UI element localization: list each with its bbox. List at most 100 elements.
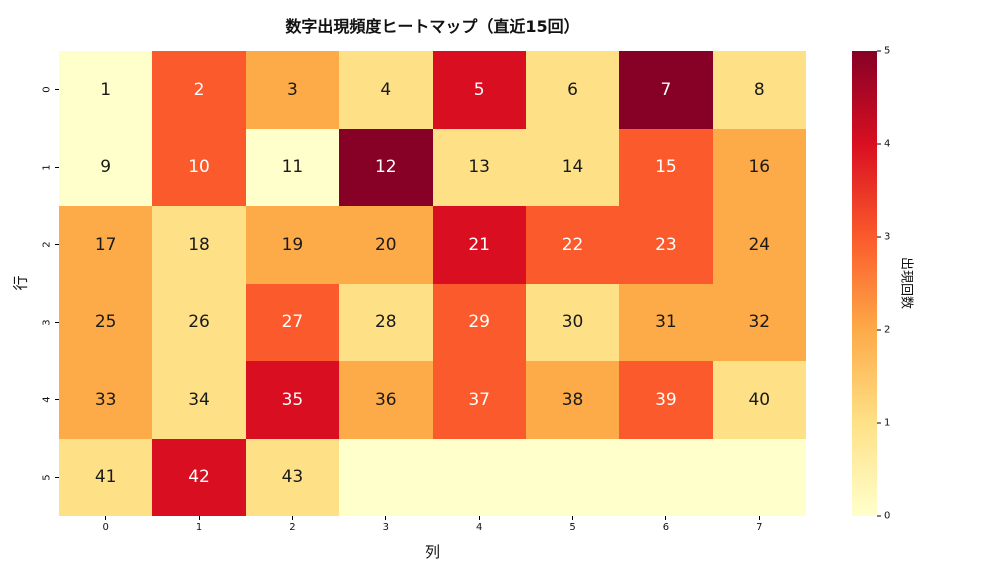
y-tick-label: 2 <box>41 241 53 248</box>
heatmap-cell: 10 <box>152 128 246 206</box>
heatmap-cell: 29 <box>432 283 526 361</box>
heatmap-grid: 1 2 3 4 5 6 7 8 9 10 11 12 13 14 15 16 17 18 19 20 21 22 23 24 2… <box>59 51 806 516</box>
heatmap-cell: 41 <box>59 438 153 516</box>
tick-mark <box>877 422 881 424</box>
tick-mark <box>55 399 59 401</box>
colorbar-tick-label: 4 <box>884 138 891 150</box>
heatmap-cell: 13 <box>432 128 526 206</box>
colorbar-tick-label: 2 <box>884 324 891 336</box>
heatmap-cell: 30 <box>525 283 620 361</box>
colorbar-tick: 5 <box>877 46 890 57</box>
heatmap-cell: 11 <box>245 128 340 206</box>
heatmap-cell: 23 <box>619 206 713 284</box>
heatmap-cell: 9 <box>59 128 153 206</box>
heatmap-cell: 5 <box>432 51 526 129</box>
heatmap-cell <box>432 438 526 516</box>
heatmap-cell <box>339 438 433 516</box>
heatmap-cell: 26 <box>152 283 246 361</box>
x-tick-label: 2 <box>289 522 296 533</box>
y-tick-label: 4 <box>41 396 53 403</box>
heatmap-cell <box>619 438 713 516</box>
tick-mark <box>291 516 293 520</box>
tick-mark <box>877 236 881 238</box>
heatmap-cell <box>712 438 806 516</box>
heatmap-cell: 24 <box>712 206 806 284</box>
heatmap-cell: 1 <box>59 51 153 129</box>
heatmap-cell: 3 <box>245 51 340 129</box>
y-axis-ticks: 0 1 2 3 4 5 <box>34 51 59 516</box>
colorbar-tick-label: 1 <box>884 417 891 429</box>
tick-mark <box>877 143 881 145</box>
y-axis-label: 行 <box>11 275 30 291</box>
y-tick: 1 <box>34 129 59 207</box>
x-tick-label: 5 <box>569 522 576 533</box>
colorbar-gradient <box>852 51 877 516</box>
heatmap-cell: 22 <box>525 206 620 284</box>
x-tick: 3 <box>339 516 432 538</box>
colorbar-ticks: 0 1 2 3 4 5 <box>877 46 907 522</box>
heatmap-cell: 20 <box>339 206 433 284</box>
heatmap-cell: 21 <box>432 206 526 284</box>
colorbar-tick: 2 <box>877 325 890 336</box>
heatmap-cell: 36 <box>339 361 433 439</box>
tick-mark <box>478 516 480 520</box>
heatmap-cell: 2 <box>152 51 246 129</box>
x-tick: 2 <box>246 516 339 538</box>
tick-mark <box>385 516 387 520</box>
chart-title: 数字出現頻度ヒートマップ（直近15回） <box>285 17 580 36</box>
heatmap-cell: 40 <box>712 361 806 439</box>
heatmap-cell: 31 <box>619 283 713 361</box>
heatmap-cell <box>525 438 620 516</box>
heatmap-cell: 16 <box>712 128 806 206</box>
y-tick: 4 <box>34 361 59 439</box>
y-tick: 5 <box>34 439 59 517</box>
colorbar-tick: 1 <box>877 418 890 429</box>
tick-mark <box>55 476 59 478</box>
x-tick-label: 1 <box>195 522 203 533</box>
x-tick: 6 <box>619 516 712 538</box>
heatmap-cell: 15 <box>619 128 713 206</box>
y-tick-label: 3 <box>41 319 53 326</box>
tick-mark <box>55 244 59 246</box>
y-tick-label: 5 <box>41 474 53 481</box>
tick-mark <box>105 516 107 520</box>
tick-mark <box>877 329 881 331</box>
heatmap-cell: 38 <box>525 361 620 439</box>
heatmap-cell: 35 <box>245 361 340 439</box>
heatmap-cell: 4 <box>339 51 433 129</box>
colorbar-tick-label: 3 <box>884 231 891 243</box>
tick-mark <box>572 516 574 520</box>
colorbar-tick: 4 <box>877 139 890 150</box>
tick-mark <box>55 89 59 91</box>
y-tick: 3 <box>34 284 59 362</box>
x-tick: 7 <box>713 516 806 538</box>
colorbar-tick-label: 5 <box>884 45 891 57</box>
x-axis-label: 列 <box>424 543 440 561</box>
colorbar-tick: 0 <box>877 511 890 522</box>
heatmap-cell: 7 <box>619 51 713 129</box>
colorbar-tick: 3 <box>877 232 890 243</box>
x-tick: 1 <box>152 516 245 538</box>
x-tick-label: 6 <box>662 522 670 533</box>
x-tick-label: 0 <box>102 522 109 533</box>
x-tick-label: 4 <box>476 522 483 533</box>
heatmap-cell: 8 <box>712 51 806 129</box>
tick-mark <box>877 515 881 517</box>
heatmap-cell: 14 <box>525 128 620 206</box>
heatmap-cell: 43 <box>245 438 340 516</box>
tick-mark <box>55 166 59 168</box>
heatmap-cell: 32 <box>712 283 806 361</box>
tick-mark <box>758 516 760 520</box>
y-tick: 0 <box>34 51 59 129</box>
heatmap-cell: 39 <box>619 361 713 439</box>
heatmap-cell: 25 <box>59 283 153 361</box>
heatmap-cell: 18 <box>152 206 246 284</box>
heatmap-cell: 28 <box>339 283 433 361</box>
tick-mark <box>877 50 881 52</box>
y-tick: 2 <box>34 206 59 284</box>
heatmap-cell: 12 <box>339 128 433 206</box>
heatmap-cell: 17 <box>59 206 153 284</box>
heatmap-cell: 6 <box>525 51 620 129</box>
tick-mark <box>665 516 667 520</box>
